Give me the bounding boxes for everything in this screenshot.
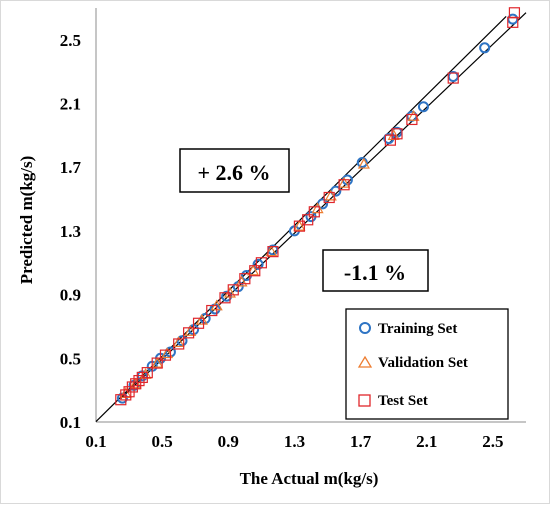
test-point (406, 113, 418, 126)
test-point (173, 338, 185, 350)
validation-point (129, 377, 142, 389)
x-tick-label: 2.1 (416, 432, 437, 451)
y-tick-label: 1.3 (60, 222, 81, 241)
test-point (219, 292, 231, 304)
test-point (159, 349, 172, 361)
y-axis-label: Predicted m(kg/s) (17, 156, 36, 285)
test-point (302, 214, 314, 226)
test-point (120, 389, 132, 401)
validation-point (311, 202, 324, 214)
test-point (293, 220, 306, 232)
validation-point (247, 264, 260, 276)
annotation-upper-text: + 2.6 % (197, 160, 270, 185)
test-point (227, 284, 239, 296)
validation-point (407, 110, 420, 121)
test-point (206, 304, 218, 317)
validation-point (151, 356, 164, 368)
x-tick-label: 2.5 (482, 432, 503, 451)
x-axis-label: The Actual m(kg/s) (240, 469, 379, 488)
validation-point (324, 189, 337, 201)
y-tick-label: 0.1 (60, 413, 81, 432)
x-tick-label: 1.3 (284, 432, 305, 451)
legend: Training Set Validation Set Test Set (345, 308, 509, 420)
test-point (391, 128, 403, 140)
validation-point (235, 275, 248, 287)
validation-point (172, 336, 185, 347)
test-point (447, 72, 459, 84)
test-point (255, 257, 267, 269)
y-tick-label: 0.5 (60, 349, 81, 368)
y-tick-label: 0.9 (60, 286, 81, 305)
validation-point (357, 157, 370, 169)
annotation-lower-text: -1.1 % (344, 260, 406, 285)
legend-validation-marker (357, 355, 373, 368)
test-point (133, 375, 145, 387)
y-tick-labels: 0.1 0.5 0.9 1.3 1.7 2.1 2.5 (60, 31, 82, 432)
annotation-upper: + 2.6 % (179, 148, 290, 193)
legend-training-label: Training Set (378, 321, 457, 337)
validation-point (161, 347, 174, 359)
data-points (115, 7, 521, 406)
test-point (323, 191, 335, 204)
test-point (183, 327, 195, 339)
x-tick-label: 0.1 (85, 432, 106, 451)
annotation-upper-box (179, 148, 290, 193)
validation-point (293, 219, 306, 231)
training-point (176, 335, 188, 347)
test-point (239, 273, 251, 285)
x-tick-label: 0.5 (152, 432, 173, 451)
validation-point (338, 176, 351, 188)
test-point (192, 317, 205, 329)
test-point (130, 378, 142, 390)
y-tick-label: 1.7 (60, 158, 82, 177)
legend-test-marker (358, 394, 371, 407)
legend-validation-label: Validation Set (378, 355, 468, 371)
test-point (151, 357, 163, 369)
training-point (252, 258, 264, 270)
validation-point (195, 313, 208, 325)
x-tick-labels: 0.1 0.5 0.9 1.3 1.7 2.1 2.5 (85, 432, 503, 451)
annotation-lower-box (322, 249, 429, 292)
test-point (267, 246, 279, 258)
validation-point (265, 245, 278, 257)
test-point (141, 367, 153, 379)
legend-item-training: Training Set (359, 321, 457, 337)
legend-item-test: Test Set (358, 393, 428, 409)
training-point (417, 101, 429, 113)
y-tick-label: 2.1 (60, 95, 81, 114)
test-point (126, 381, 138, 393)
training-point (479, 42, 491, 54)
validation-point (184, 325, 197, 336)
x-tick-label: 1.7 (350, 432, 372, 451)
legend-box (345, 308, 509, 420)
y-tick-label: 2.5 (60, 31, 81, 50)
training-point (221, 290, 233, 302)
test-point (308, 206, 320, 218)
test-point (249, 265, 261, 277)
x-tick-label: 0.9 (218, 432, 239, 451)
test-point (338, 179, 350, 191)
annotation-lower: -1.1 % (322, 249, 429, 292)
legend-test-label: Test Set (378, 393, 428, 409)
training-point (356, 156, 368, 168)
legend-training-marker (359, 322, 371, 334)
test-point (384, 134, 396, 146)
legend-item-validation: Validation Set (357, 355, 468, 371)
axes (95, 8, 526, 423)
test-point (508, 7, 521, 19)
